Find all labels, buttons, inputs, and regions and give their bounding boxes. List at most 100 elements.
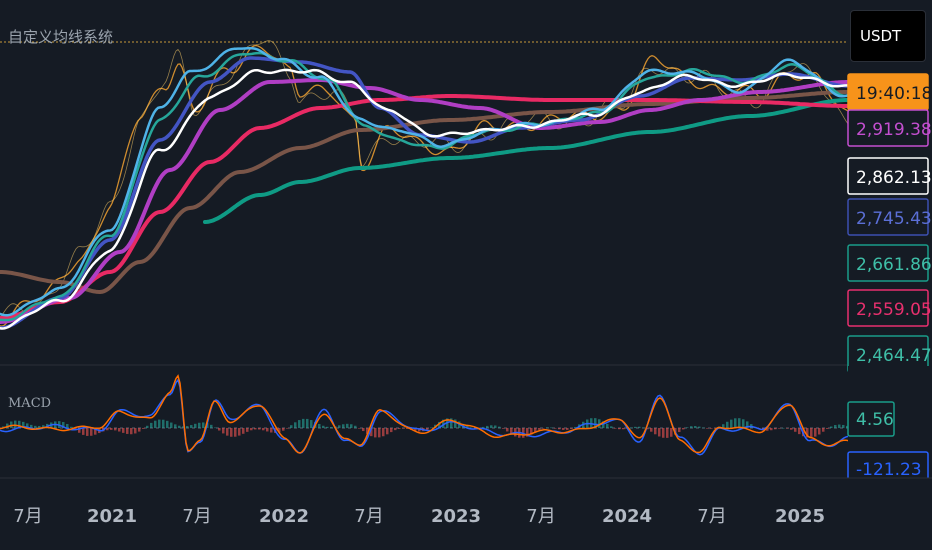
macd-histogram-bar bbox=[38, 425, 41, 428]
price-label-box bbox=[847, 244, 929, 282]
macd-histogram-bar bbox=[510, 428, 513, 435]
macd-histogram-bar bbox=[378, 428, 381, 438]
macd-histogram-bar bbox=[562, 428, 565, 430]
macd-histogram-bar bbox=[122, 428, 125, 433]
currency-selector[interactable]: USDT bbox=[850, 10, 926, 62]
macd-histogram-bar bbox=[14, 420, 17, 428]
macd-histogram-bar bbox=[634, 426, 637, 428]
macd-histogram-bar bbox=[686, 427, 689, 428]
macd-histogram-bar bbox=[194, 423, 197, 428]
macd-histogram-bar bbox=[10, 421, 13, 428]
ma-white-line bbox=[0, 68, 850, 330]
macd-histogram-bar bbox=[498, 426, 501, 428]
macd-histogram-bar bbox=[142, 428, 145, 429]
macd-histogram-bar bbox=[502, 428, 505, 429]
macd-histogram-bar bbox=[126, 428, 129, 434]
time-axis bbox=[0, 478, 932, 550]
macd-histogram-bar bbox=[82, 428, 85, 435]
macd-histogram-bar bbox=[186, 426, 189, 428]
macd-histogram-bar bbox=[214, 427, 217, 429]
macd-histogram-bar bbox=[118, 428, 121, 432]
macd-histogram-bar bbox=[658, 428, 661, 437]
macd-histogram-bar bbox=[226, 428, 229, 436]
ma-teal-line bbox=[0, 51, 850, 322]
macd-histogram-bar bbox=[770, 428, 773, 431]
macd-histogram-bar bbox=[722, 424, 725, 428]
macd-histogram-bar bbox=[166, 420, 169, 428]
macd-histogram-bar bbox=[22, 421, 25, 428]
macd-histogram-bar bbox=[438, 421, 441, 428]
macd-histogram-bar bbox=[774, 428, 777, 430]
macd-histogram-bar bbox=[742, 419, 745, 428]
macd-histogram-bar bbox=[554, 428, 557, 429]
macd-histogram-bar bbox=[138, 428, 141, 432]
price-wick-line bbox=[0, 40, 849, 318]
macd-histogram-bar bbox=[798, 428, 801, 435]
macd-histogram-bar bbox=[234, 428, 237, 437]
macd-histogram-bar bbox=[698, 426, 701, 428]
macd-histogram-bar bbox=[450, 418, 453, 428]
macd-histogram-bar bbox=[822, 428, 825, 432]
x-tick-label: 2022 bbox=[259, 506, 309, 527]
macd-histogram-bar bbox=[370, 428, 373, 437]
price-candle-line bbox=[0, 44, 849, 327]
macd-histogram-bar bbox=[210, 424, 213, 428]
macd-histogram-bar bbox=[386, 428, 389, 435]
macd-histogram-bar bbox=[834, 425, 837, 428]
macd-histogram-bar bbox=[266, 428, 269, 432]
macd-histogram-bar bbox=[806, 428, 809, 438]
macd-histogram-bar bbox=[242, 428, 245, 434]
price-label-box bbox=[847, 198, 929, 236]
macd-histogram-bar bbox=[114, 428, 117, 431]
macd-histogram-bar bbox=[814, 428, 817, 437]
macd-histogram-bar bbox=[250, 428, 253, 431]
macd-histogram-bar bbox=[610, 426, 613, 428]
macd-histogram-bar bbox=[362, 428, 365, 432]
macd-histogram-bar bbox=[710, 428, 713, 429]
macd-histogram-bar bbox=[158, 419, 161, 428]
macd-histogram-bar bbox=[322, 425, 325, 428]
macd-histogram-bar bbox=[738, 418, 741, 428]
macd-histogram-bar bbox=[6, 423, 9, 428]
macd-histogram-bar bbox=[270, 428, 273, 433]
price-label: 2,745.43 bbox=[856, 209, 932, 229]
macd-histogram-bar bbox=[766, 428, 769, 431]
macd-histogram-bar bbox=[398, 428, 401, 429]
macd-histogram-bar bbox=[734, 418, 737, 428]
price-label: 19:40:18 bbox=[856, 84, 932, 104]
macd-histogram-bar bbox=[218, 428, 221, 431]
indicator-title: 自定义均线系统 bbox=[8, 28, 114, 46]
macd-histogram-bar bbox=[34, 425, 37, 428]
macd-histogram-bar bbox=[838, 424, 841, 428]
price-label: 2,919.38 bbox=[856, 120, 932, 140]
macd-histogram-bar bbox=[694, 426, 697, 428]
x-tick-label: 2021 bbox=[87, 506, 137, 527]
macd-histogram-bar bbox=[326, 426, 329, 428]
macd-histogram-bar bbox=[786, 428, 789, 429]
macd-histogram-bar bbox=[454, 419, 457, 428]
macd-histogram-bar bbox=[826, 428, 829, 429]
x-tick-label: 7月 bbox=[13, 506, 42, 527]
x-tick-label: 7月 bbox=[354, 506, 383, 527]
ma-green-line bbox=[203, 98, 849, 224]
macd-histogram-bar bbox=[614, 428, 617, 429]
macd-histogram-bar bbox=[150, 422, 153, 428]
macd-histogram-bar bbox=[818, 428, 821, 435]
macd-histogram-bar bbox=[414, 428, 417, 431]
macd-histogram-bar bbox=[346, 423, 349, 428]
macd-histogram-bar bbox=[542, 428, 545, 429]
macd-histogram-bar bbox=[842, 424, 845, 428]
macd-histogram-bar bbox=[466, 425, 469, 428]
macd-histogram-bar bbox=[622, 428, 625, 430]
macd-histogram-bar bbox=[42, 425, 45, 428]
macd-histogram-bar bbox=[230, 428, 233, 437]
macd-histogram-bar bbox=[198, 422, 201, 428]
ma-purple-line bbox=[0, 78, 850, 324]
macd-histogram-bar bbox=[106, 428, 109, 431]
macd-histogram-bar bbox=[358, 428, 361, 429]
macd-histogram-bar bbox=[382, 428, 385, 437]
macd-histogram-bar bbox=[666, 428, 669, 438]
macd-histogram-bar bbox=[778, 428, 781, 429]
macd-histogram-bar bbox=[402, 428, 405, 429]
